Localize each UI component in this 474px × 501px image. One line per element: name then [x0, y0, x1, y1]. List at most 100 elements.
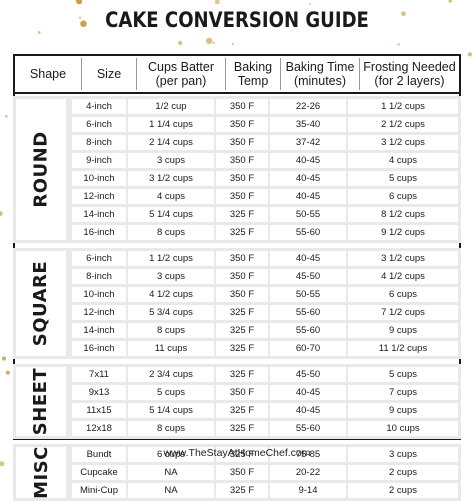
cell-time: 55-60 — [270, 225, 346, 240]
cell-batter: 3 1/2 cups — [128, 171, 214, 186]
cell-temp: 325 F — [216, 225, 268, 240]
cell-time: 40-45 — [270, 189, 346, 204]
confetti-dot — [214, 0, 220, 5]
cell-size: 16-inch — [72, 341, 126, 356]
cell-time: 40-45 — [270, 153, 346, 168]
cell-size: 12x18 — [72, 421, 126, 436]
shape-label-cell: ROUND — [16, 99, 66, 240]
table-row: 14-inch 8 cups 325 F 55-60 9 cups — [72, 323, 458, 338]
header-batter-line1: Cups Batter — [147, 60, 214, 74]
table-row: Mini-Cup NA 325 F 9-14 2 cups — [72, 483, 458, 498]
header-shape: Shape — [15, 56, 81, 92]
table-row: 11x15 5 1/4 cups 325 F 40-45 9 cups — [72, 403, 458, 418]
table-row: 10-inch 3 1/2 cups 350 F 40-45 5 cups — [72, 171, 458, 186]
header-batter: Cups Batter (per pan) — [137, 56, 225, 92]
cell-size: 12-inch — [72, 189, 126, 204]
header-size: Size — [82, 56, 136, 92]
cell-time: 75-85 — [270, 447, 346, 462]
cell-temp: 350 F — [216, 117, 268, 132]
cell-batter: 1/2 cup — [128, 99, 214, 114]
cell-time: 22-26 — [270, 99, 346, 114]
cell-frosting: 5 cups — [348, 171, 458, 186]
cell-temp: 325 F — [216, 403, 268, 418]
cell-temp: 350 F — [216, 385, 268, 400]
cell-frosting: 3 cups — [348, 447, 458, 462]
cell-batter: 8 cups — [128, 225, 214, 240]
cell-size: 14-inch — [72, 323, 126, 338]
header-temp-line1: Baking — [233, 60, 273, 74]
cell-frosting: 4 cups — [348, 153, 458, 168]
cell-frosting: 1 1/2 cups — [348, 99, 458, 114]
cell-time: 55-60 — [270, 421, 346, 436]
cell-frosting: 2 cups — [348, 483, 458, 498]
page-title: CAKE CONVERSION GUIDE — [105, 8, 369, 32]
header-frosting-line2: (for 2 layers) — [374, 74, 445, 88]
cell-batter: 5 3/4 cups — [128, 305, 214, 320]
cell-batter: 3 cups — [128, 269, 214, 284]
table-row: 12x18 8 cups 325 F 55-60 10 cups — [72, 421, 458, 436]
cell-size: 9x13 — [72, 385, 126, 400]
cell-frosting: 8 1/2 cups — [348, 207, 458, 222]
table-row: Bundt 6 cups 325 F 75-85 3 cups — [72, 447, 458, 462]
cell-batter: 8 cups — [128, 421, 214, 436]
cell-size: 12-inch — [72, 305, 126, 320]
cell-size: 10-inch — [72, 171, 126, 186]
confetti-dot — [78, 16, 82, 19]
cell-frosting: 6 cups — [348, 287, 458, 302]
cell-time: 20-22 — [270, 465, 346, 480]
cell-temp: 325 F — [216, 207, 268, 222]
cell-frosting: 9 cups — [348, 403, 458, 418]
cell-time: 40-45 — [270, 171, 346, 186]
table-row: 14-inch 5 1/4 cups 325 F 50-55 8 1/2 cups — [72, 207, 458, 222]
cell-batter: 8 cups — [128, 323, 214, 338]
cell-time: 60-70 — [270, 341, 346, 356]
table-row: 6-inch 1 1/2 cups 350 F 40-45 3 1/2 cups — [72, 251, 458, 266]
table-row: 8-inch 2 1/4 cups 350 F 37-42 3 1/2 cups — [72, 135, 458, 150]
table-row: 8-inch 3 cups 350 F 45-50 4 1/2 cups — [72, 269, 458, 284]
confetti-dot — [5, 370, 10, 375]
table-row: 7x11 2 3/4 cups 325 F 45-50 5 cups — [72, 367, 458, 382]
cell-time: 35-40 — [270, 117, 346, 132]
table-row: 4-inch 1/2 cup 350 F 22-26 1 1/2 cups — [72, 99, 458, 114]
cell-temp: 350 F — [216, 171, 268, 186]
cell-time: 40-45 — [270, 403, 346, 418]
cell-temp: 350 F — [216, 153, 268, 168]
shape-label-cell: SHEET — [16, 367, 66, 436]
cell-batter: 5 cups — [128, 385, 214, 400]
cell-batter: NA — [128, 483, 214, 498]
table-row: 16-inch 11 cups 325 F 60-70 11 1/2 cups — [72, 341, 458, 356]
header-batter-line2: (per pan) — [155, 74, 207, 88]
cell-temp: 350 F — [216, 287, 268, 302]
cell-size: 6-inch — [72, 117, 126, 132]
cell-batter: 6 cups — [128, 447, 214, 462]
header-time: Baking Time (minutes) — [281, 56, 359, 92]
cell-time: 37-42 — [270, 135, 346, 150]
cell-temp: 325 F — [216, 323, 268, 338]
cell-time: 45-50 — [270, 367, 346, 382]
footer-website: www.TheStayAtHomeChef.com — [163, 447, 311, 459]
cell-size: 4-inch — [72, 99, 126, 114]
confetti-dot — [178, 40, 183, 46]
table-row: 6-inch 1 1/4 cups 350 F 35-40 2 1/2 cups — [72, 117, 458, 132]
cell-size: Bundt — [72, 447, 126, 462]
cell-frosting: 7 1/2 cups — [348, 305, 458, 320]
header-frosting-line1: Frosting Needed — [363, 60, 456, 74]
cell-frosting: 3 1/2 cups — [348, 135, 458, 150]
cell-temp: 350 F — [216, 465, 268, 480]
confetti-dot — [309, 2, 312, 5]
cell-frosting: 4 1/2 cups — [348, 269, 458, 284]
cell-temp: 325 F — [216, 447, 268, 462]
cell-frosting: 11 1/2 cups — [348, 341, 458, 356]
header-time-line1: Baking Time — [285, 60, 355, 74]
header-frosting: Frosting Needed (for 2 layers) — [360, 56, 459, 92]
cell-batter: 11 cups — [128, 341, 214, 356]
cell-size: 8-inch — [72, 135, 126, 150]
confetti-dot — [76, 0, 83, 5]
header-divider — [81, 58, 82, 90]
cell-time: 40-45 — [270, 385, 346, 400]
shape-label: SQUARE — [30, 260, 52, 347]
cell-batter: 5 1/4 cups — [128, 207, 214, 222]
cell-batter: 2 1/4 cups — [128, 135, 214, 150]
confetti-dot — [231, 43, 234, 46]
cell-batter: 5 1/4 cups — [128, 403, 214, 418]
